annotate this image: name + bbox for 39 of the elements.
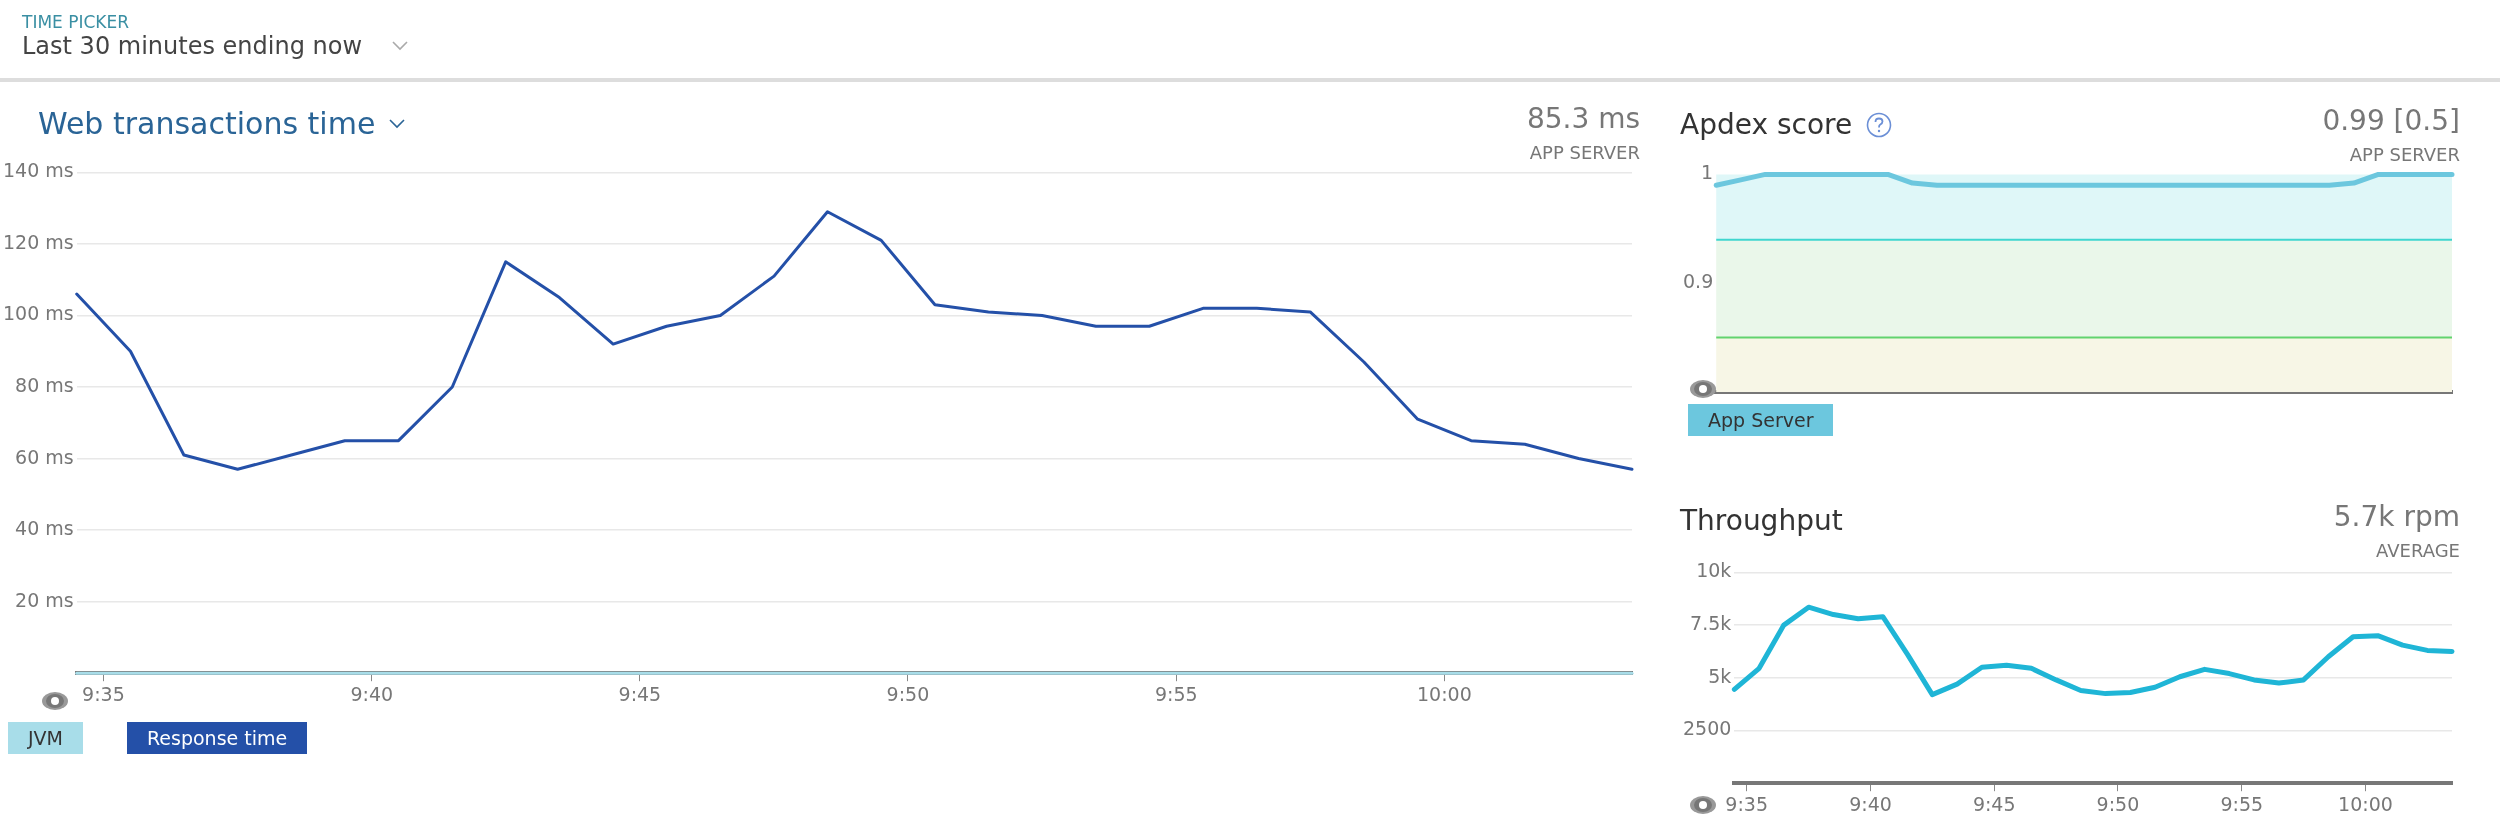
y-tick-label: 60 ms: [15, 445, 74, 468]
text: JVM: [28, 727, 63, 749]
y-tick-label: 10k: [1696, 559, 1732, 582]
x-tick-label: 10:00: [2338, 792, 2393, 815]
text: 0.99 [0.5]: [2322, 104, 2460, 137]
y-tick-label: 80 ms: [15, 373, 74, 396]
text: App Server: [1708, 409, 1814, 431]
x-tick-label: 10:00: [1417, 682, 1472, 705]
y-tick-label: 1: [1701, 161, 1714, 184]
x-tick-label: 9:50: [886, 682, 930, 705]
y-tick-label: 0.9: [1683, 270, 1714, 293]
y-tick-label: 140 ms: [2, 159, 74, 182]
y-tick-label: 20 ms: [15, 588, 74, 611]
text: 85.3 ms: [1526, 102, 1640, 135]
x-tick-label: 9:45: [618, 682, 662, 705]
text: Response time: [147, 727, 288, 749]
x-tick-label: 9:45: [1972, 792, 2016, 815]
chart-title: Web transactions time: [38, 106, 376, 141]
x-tick-label: 9:40: [1849, 792, 1892, 815]
x-tick-label: 9:35: [82, 682, 125, 705]
x-tick-label: 9:55: [1154, 682, 1198, 705]
y-tick-label: 2500: [1682, 717, 1732, 740]
x-tick-label: 9:55: [2220, 792, 2264, 815]
x-tick-label: 9:35: [1725, 792, 1769, 815]
text: APP SERVER: [1529, 142, 1640, 163]
y-tick-label: 5k: [1708, 664, 1732, 687]
y-tick-label: 40 ms: [15, 517, 74, 540]
text: 5.7k rpm: [2333, 500, 2460, 533]
text: TIME PICKER: [22, 12, 131, 32]
text: AVERAGE: [2376, 540, 2460, 561]
text: APP SERVER: [2349, 144, 2460, 165]
chart-title: Apdex score: [1680, 108, 1853, 141]
chart-title: Throughput: [1680, 504, 1843, 537]
x-tick-label: 9:40: [350, 682, 394, 705]
y-tick-label: 7.5k: [1690, 612, 1732, 635]
x-tick-label: 9:50: [2096, 792, 2140, 815]
y-tick-label: 100 ms: [2, 302, 74, 325]
text: Last 30 minutes ending now: [22, 32, 363, 60]
y-tick-label: 120 ms: [2, 230, 74, 253]
